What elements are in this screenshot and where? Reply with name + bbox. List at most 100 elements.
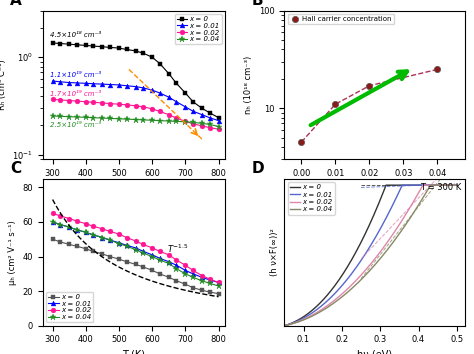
x = 0 <box>133 262 138 267</box>
Line: x = 0: x = 0 <box>50 40 221 120</box>
x = 0 <box>282 324 287 328</box>
x = 0.02 <box>149 107 155 111</box>
x = 0.02 <box>182 263 188 267</box>
x = 0.04 <box>107 238 113 242</box>
Legend: x = 0, x = 0.01, x = 0.02, x = 0.04: x = 0, x = 0.01, x = 0.02, x = 0.04 <box>46 292 93 322</box>
x = 0.02 <box>107 102 113 106</box>
x = 0.02 <box>83 99 89 104</box>
x = 0 <box>91 44 96 48</box>
x = 0 <box>74 244 80 248</box>
x = 0.04 <box>182 120 188 124</box>
x = 0.01 <box>124 243 129 247</box>
x = 0.04 <box>157 119 163 123</box>
x = 0 <box>182 91 188 95</box>
Text: D: D <box>252 161 264 176</box>
x = 0.04 <box>57 114 63 119</box>
x = 0.01 <box>66 80 72 85</box>
x = 0.02 <box>207 277 212 281</box>
x = 0.02 <box>91 224 96 228</box>
x = 0.01 <box>157 256 163 261</box>
x = 0 <box>157 272 163 276</box>
x = 0.02 <box>157 109 163 114</box>
x = 0 <box>365 227 370 232</box>
x = 0.02 <box>190 268 196 273</box>
x = 0.02 <box>140 105 146 109</box>
x = 0 <box>182 282 188 286</box>
x = 0 <box>124 47 129 52</box>
x = 0.01 <box>364 250 369 255</box>
x = 0.01 <box>66 225 72 229</box>
x = 0.04 <box>365 271 370 275</box>
x = 0.01 <box>207 116 212 120</box>
x = 0 <box>83 247 89 251</box>
x = 0 <box>100 252 105 256</box>
x = 0 <box>140 51 146 55</box>
x = 0.04 <box>100 116 105 120</box>
x = 0.02 <box>133 239 138 243</box>
Text: $T^{-1.5}$: $T^{-1.5}$ <box>167 243 189 255</box>
Text: A: A <box>10 0 21 8</box>
x = 0.02 <box>50 211 55 216</box>
x = 0.01 <box>182 105 188 109</box>
x = 0 <box>454 183 460 187</box>
x = 0.01 <box>173 263 179 267</box>
x = 0.01 <box>365 249 370 253</box>
x = 0.04 <box>116 241 122 246</box>
x = 0.04 <box>124 244 129 248</box>
x = 0.01 <box>216 119 221 123</box>
Line: x = 0.04: x = 0.04 <box>284 185 457 326</box>
x = 0.04 <box>423 191 428 195</box>
x = 0.02 <box>173 116 179 120</box>
x = 0.04 <box>57 222 63 227</box>
x = 0.04 <box>173 267 179 271</box>
x = 0.04 <box>91 116 96 120</box>
x = 0 <box>190 99 196 104</box>
x = 0.01 <box>423 183 429 187</box>
x = 0.02 <box>190 122 196 126</box>
x = 0 <box>91 249 96 253</box>
x = 0 <box>57 240 63 244</box>
x = 0 <box>423 183 429 187</box>
x = 0.02 <box>207 126 212 130</box>
x = 0.04 <box>140 251 146 255</box>
Line: x = 0.04: x = 0.04 <box>49 113 222 130</box>
x = 0.04 <box>216 284 221 288</box>
Line: x = 0.02: x = 0.02 <box>50 97 221 132</box>
Text: 4.5×10¹⁸ cm⁻³: 4.5×10¹⁸ cm⁻³ <box>50 32 101 38</box>
x = 0.01 <box>83 81 89 85</box>
x = 0.02 <box>66 216 72 221</box>
x = 0.04 <box>190 120 196 125</box>
Text: 2.5×10¹⁹ cm⁻³: 2.5×10¹⁹ cm⁻³ <box>50 121 101 127</box>
x = 0.02 <box>384 240 390 245</box>
x = 0.04 <box>50 114 55 118</box>
x = 0.02 <box>66 98 72 103</box>
x = 0.04 <box>50 220 55 224</box>
x = 0 <box>149 268 155 273</box>
x = 0.02 <box>216 127 221 131</box>
x = 0.01 <box>83 230 89 234</box>
x = 0.04 <box>190 275 196 279</box>
Hall carrier concentration <box>333 102 338 106</box>
x = 0.02 <box>423 183 429 187</box>
x = 0.02 <box>365 266 370 270</box>
x = 0.04 <box>107 116 113 121</box>
Line: Hall carrier concentration: Hall carrier concentration <box>298 66 440 145</box>
x = 0.01 <box>199 275 205 279</box>
x = 0 <box>173 279 179 283</box>
x = 0.01 <box>107 82 113 87</box>
X-axis label: T (K): T (K) <box>122 184 146 194</box>
x = 0.02 <box>83 222 89 226</box>
x = 0.04 <box>182 272 188 276</box>
x = 0.04 <box>116 117 122 121</box>
x = 0 <box>166 72 172 76</box>
x = 0.04 <box>91 233 96 237</box>
x = 0 <box>383 183 389 187</box>
x = 0 <box>157 62 163 66</box>
Line: x = 0.01: x = 0.01 <box>50 79 221 123</box>
x = 0.02 <box>116 232 122 236</box>
x = 0.02 <box>157 249 163 253</box>
x = 0.04 <box>207 281 212 285</box>
Text: C: C <box>10 161 21 176</box>
x = 0 <box>66 242 72 247</box>
x = 0.01 <box>182 268 188 273</box>
